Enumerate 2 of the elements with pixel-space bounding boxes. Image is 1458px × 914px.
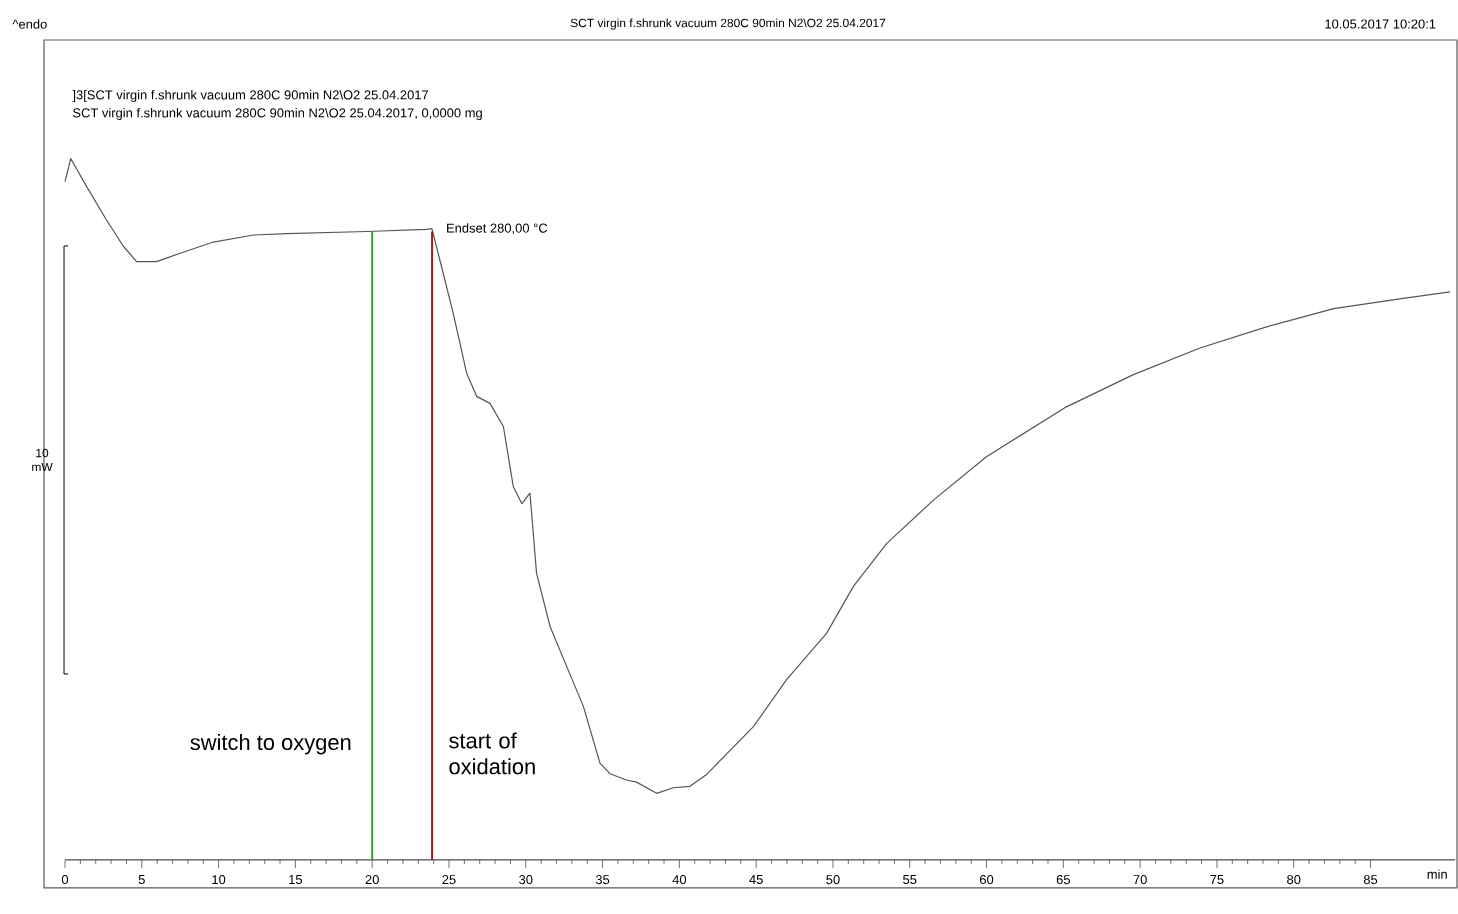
ref-line-label: start of oxidation bbox=[449, 732, 535, 775]
ref-line-label: switch to oxygen bbox=[190, 734, 351, 755]
